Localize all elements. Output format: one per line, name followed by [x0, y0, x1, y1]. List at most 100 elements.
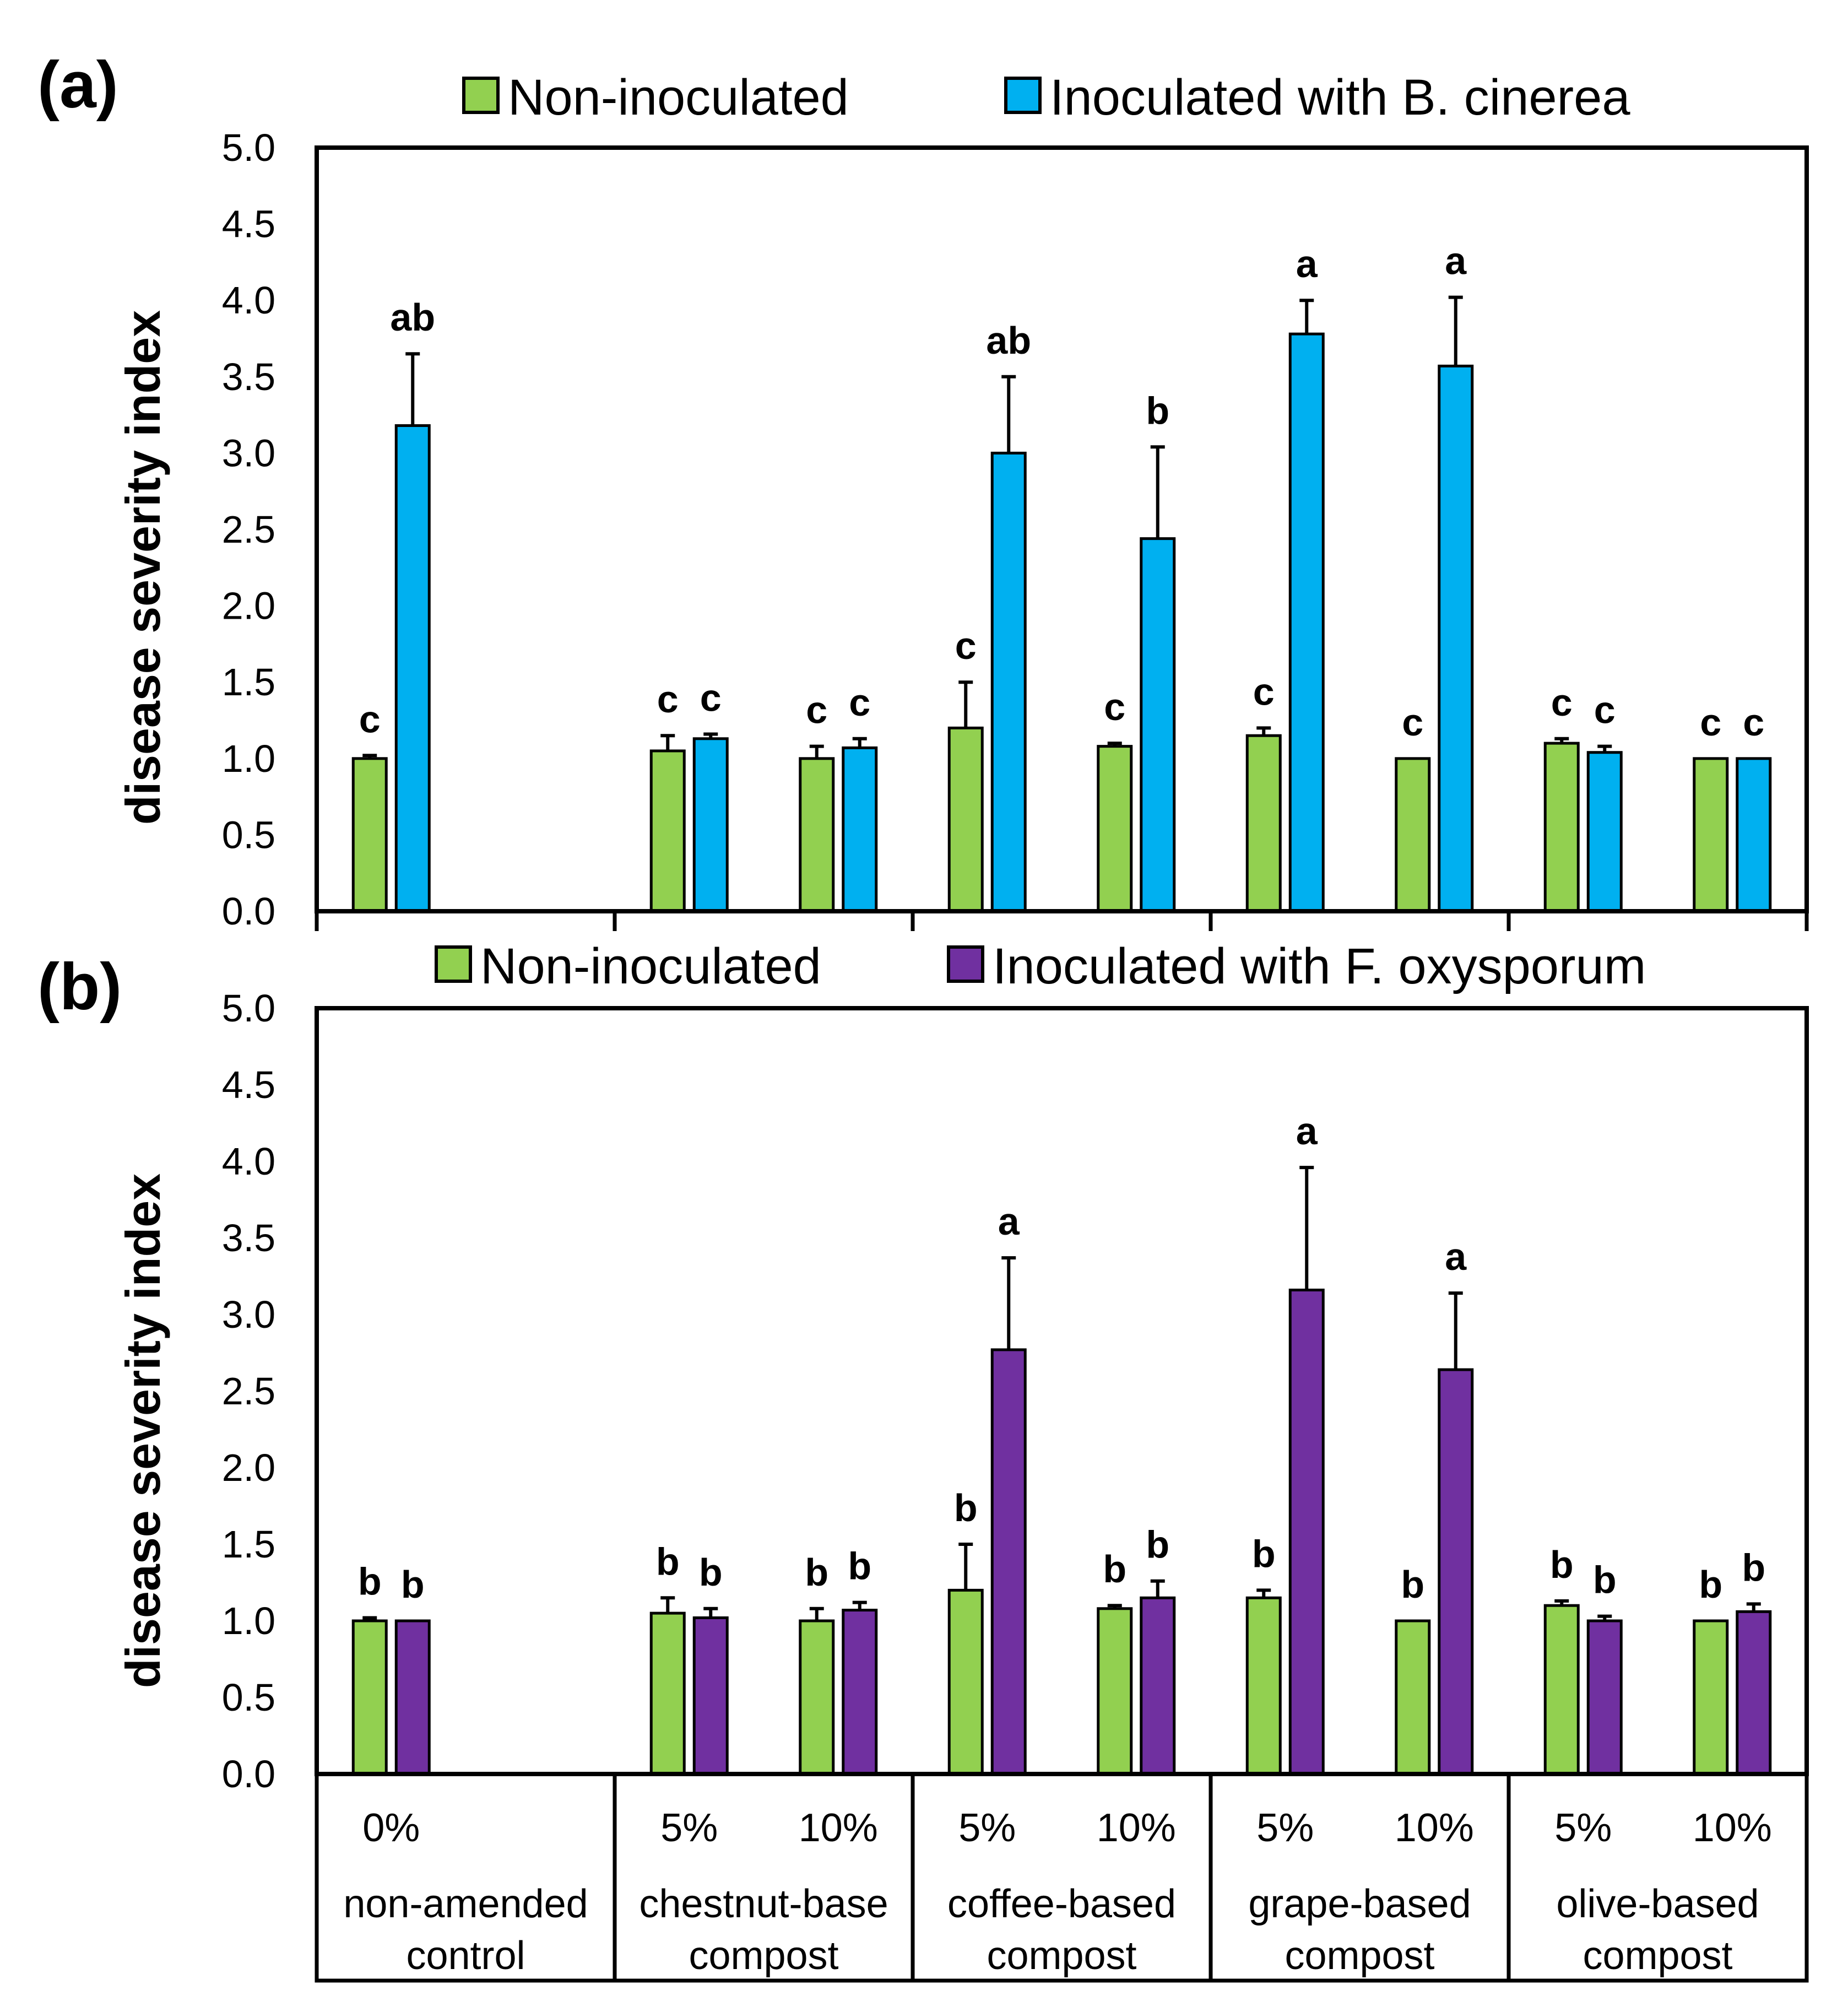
bar-non-inoculated	[1097, 1607, 1133, 1776]
y-tick-label: 3.0	[222, 431, 275, 474]
y-tick-label: 3.5	[222, 355, 275, 398]
group-label-line: compost	[1285, 1934, 1434, 1978]
x-axis-category-table: 0% 5% 10% 5% 10% 5% 10% 5% 10% non-amended contro…	[315, 1772, 1809, 1983]
legend-label-non-inoculated: Non-inoculated	[480, 938, 821, 994]
panel-b-y-axis-title: disease severity index	[116, 1173, 170, 1688]
bar-non-inoculated	[799, 1619, 835, 1776]
bar-non-inoculated	[1693, 1619, 1729, 1776]
bar-inoculated	[842, 746, 878, 913]
bar-inoculated	[842, 1609, 878, 1776]
y-tick-label: 4.5	[222, 203, 275, 246]
bar-inoculated	[692, 1616, 729, 1776]
significance-letter: b	[1593, 1559, 1617, 1602]
legend-label-inoculated-f-oxysporum: Inoculated with F. oxysporum	[993, 938, 1646, 994]
y-tick-label: 3.0	[222, 1293, 275, 1336]
y-tick-label: 1.5	[222, 1523, 275, 1566]
legend-swatch-inoculated-f-oxysporum	[947, 945, 984, 983]
legend-swatch-non-inoculated	[462, 77, 500, 114]
significance-letter: c	[1104, 685, 1125, 728]
significance-letter: c	[1594, 689, 1616, 732]
bar-inoculated	[1736, 757, 1772, 913]
bar-non-inoculated	[799, 757, 835, 913]
dose-label: 5%	[660, 1806, 718, 1850]
significance-letter: b	[954, 1486, 978, 1529]
bar-non-inoculated	[351, 1619, 388, 1776]
significance-letter: c	[657, 678, 679, 721]
y-tick-label: 2.5	[222, 508, 275, 551]
significance-letter: b	[1252, 1532, 1276, 1575]
y-tick-label: 0.0	[222, 890, 275, 933]
y-tick-label: 4.5	[222, 1063, 275, 1106]
bar-inoculated	[394, 1619, 431, 1776]
y-tick-label: 5.0	[222, 126, 275, 169]
significance-letter: c	[1743, 701, 1764, 744]
bar-non-inoculated	[1395, 1619, 1431, 1776]
legend-label-non-inoculated: Non-inoculated	[508, 69, 849, 126]
significance-letter: a	[1296, 1110, 1318, 1153]
significance-letter: b	[656, 1540, 680, 1583]
dose-label: 0%	[362, 1806, 420, 1850]
y-tick-label: 5.0	[222, 987, 275, 1030]
group-label-line: coffee-based	[947, 1882, 1176, 1926]
group-label-line: non-amended	[343, 1882, 588, 1926]
panel-a-y-axis-title: disease severity index	[116, 310, 170, 825]
y-tick-label: 0.5	[222, 1676, 275, 1719]
bar-inoculated	[1736, 1610, 1772, 1776]
y-tick-label: 2.0	[222, 1446, 275, 1489]
y-tick-label: 4.0	[222, 1140, 275, 1183]
group-label-line: control	[406, 1934, 525, 1978]
significance-letter: c	[1700, 701, 1721, 744]
bar-inoculated	[1140, 1596, 1176, 1776]
significance-letter: b	[1699, 1563, 1722, 1606]
group-label-line: chestnut-base	[639, 1882, 888, 1926]
significance-letter: b	[1103, 1548, 1126, 1591]
bar-non-inoculated	[1693, 757, 1729, 913]
significance-letter: a	[1296, 242, 1318, 285]
significance-letter: c	[1402, 701, 1423, 744]
y-tick-label: 4.0	[222, 279, 275, 322]
significance-letter: b	[1146, 1523, 1169, 1566]
dose-labels: 0% 5% 10% 5% 10% 5% 10% 5% 10%	[362, 1806, 1772, 1850]
significance-letter: b	[805, 1551, 828, 1594]
significance-letter: b	[358, 1560, 382, 1603]
panel-a-label: (a)	[37, 48, 118, 122]
significance-letter: b	[1401, 1563, 1424, 1606]
significance-letter: c	[849, 681, 870, 724]
significance-letter: c	[1551, 681, 1573, 724]
bar-non-inoculated	[947, 1588, 984, 1776]
y-tick-label: 0.0	[222, 1753, 275, 1795]
significance-letter: b	[401, 1563, 425, 1606]
significance-letter: c	[700, 676, 722, 719]
panel-a-legend: Non-inoculated Inoculated with B. cinere…	[462, 69, 1630, 126]
bar-non-inoculated	[1543, 742, 1580, 913]
bar-non-inoculated	[1097, 745, 1133, 913]
panel-b: (b) Non-inoculated Inoculated with F. ox…	[37, 938, 1809, 1795]
y-tick-label: 1.0	[222, 737, 275, 780]
group-label-line: compost	[987, 1934, 1136, 1978]
panel-a-x-axis-ticks	[315, 911, 1809, 931]
bar-inoculated	[1586, 1619, 1623, 1776]
category-table-frame	[315, 1772, 1809, 1983]
significance-letter: c	[359, 697, 381, 740]
dose-label: 10%	[1395, 1806, 1474, 1850]
dose-label: 10%	[1097, 1806, 1176, 1850]
y-tick-label: 2.5	[222, 1370, 275, 1413]
bar-non-inoculated	[649, 749, 686, 913]
significance-letter: ab	[986, 319, 1031, 362]
y-tick-label: 1.5	[222, 661, 275, 704]
dose-label: 5%	[1554, 1806, 1612, 1850]
bar-non-inoculated	[1395, 757, 1431, 913]
bar-inoculated	[1288, 332, 1325, 913]
significance-letter: b	[699, 1551, 723, 1594]
bar-non-inoculated	[1245, 734, 1282, 913]
significance-letter: a	[1445, 240, 1467, 283]
y-tick-label: 0.5	[222, 813, 275, 856]
legend-label-inoculated-b-cinerea: Inoculated with B. cinerea	[1050, 69, 1630, 126]
dose-label: 10%	[799, 1806, 878, 1850]
significance-letter: b	[1146, 389, 1169, 432]
bar-inoculated	[394, 424, 431, 913]
bar-non-inoculated	[649, 1611, 686, 1776]
bar-inoculated	[692, 737, 729, 913]
